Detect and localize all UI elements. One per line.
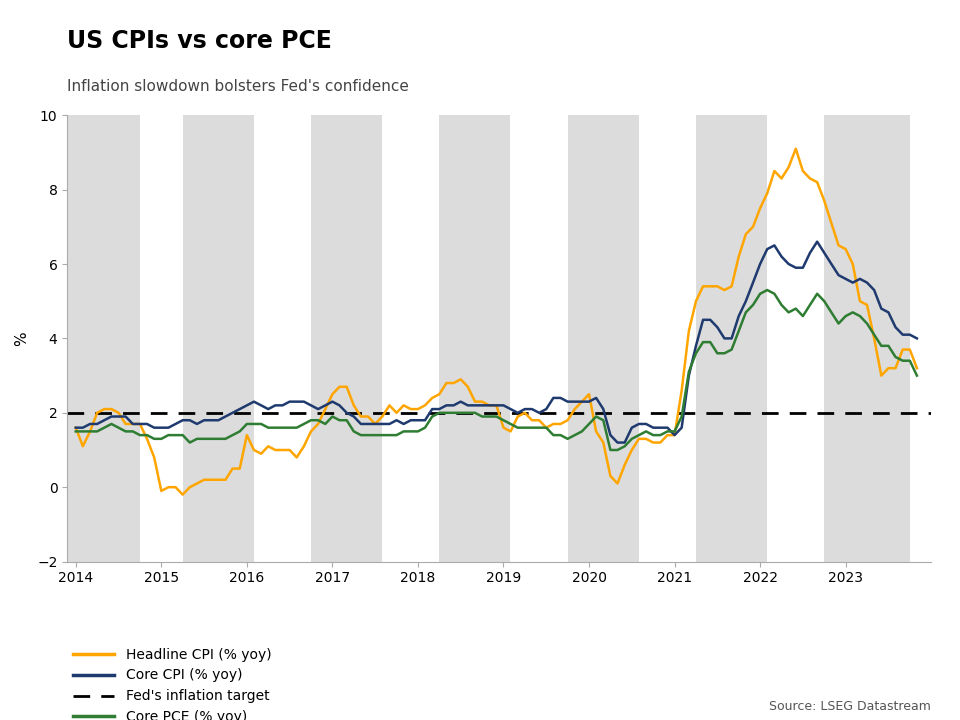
Text: Inflation slowdown bolsters Fed's confidence: Inflation slowdown bolsters Fed's confid…	[67, 79, 409, 94]
Bar	[696, 115, 767, 562]
Text: US CPIs vs core PCE: US CPIs vs core PCE	[67, 29, 332, 53]
Bar	[825, 115, 910, 562]
Y-axis label: %: %	[13, 331, 29, 346]
Text: Source: LSEG Datastream: Source: LSEG Datastream	[769, 700, 931, 713]
Bar	[311, 115, 382, 562]
Bar	[440, 115, 511, 562]
Bar	[567, 115, 638, 562]
Legend: Headline CPI (% yoy), Core CPI (% yoy), Fed's inflation target, Core PCE (% yoy): Headline CPI (% yoy), Core CPI (% yoy), …	[67, 642, 276, 720]
Bar	[182, 115, 253, 562]
Bar	[67, 115, 140, 562]
